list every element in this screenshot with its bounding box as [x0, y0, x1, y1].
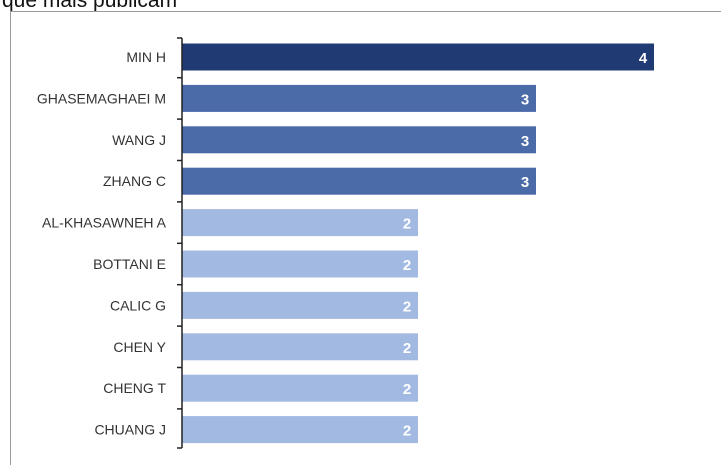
chart-title: que mais publicam	[2, 0, 178, 12]
value-labels-layer: 4 3 3 3 2 2 2 2 2 2	[403, 50, 648, 440]
bar	[182, 416, 418, 444]
bar	[182, 374, 418, 402]
category-label: CHENG T	[103, 380, 166, 396]
category-label: ZHANG C	[103, 173, 166, 189]
bar	[182, 167, 536, 195]
category-label: GHASEMAGHAEI M	[37, 90, 166, 106]
value-label: 3	[521, 133, 529, 150]
value-label: 2	[403, 216, 411, 233]
value-label: 3	[521, 91, 529, 108]
bar	[182, 250, 418, 278]
value-label: 2	[403, 381, 411, 398]
bar	[182, 43, 654, 71]
bar	[182, 333, 418, 361]
value-label: 3	[521, 174, 529, 191]
bar	[182, 126, 536, 154]
bar	[182, 84, 536, 112]
category-label: CHEN Y	[113, 339, 166, 355]
category-label: CALIC G	[110, 297, 166, 313]
value-label: 2	[403, 340, 411, 357]
category-label: CHUANG J	[94, 422, 166, 438]
value-label: 2	[403, 298, 411, 315]
value-label: 4	[639, 50, 648, 67]
value-label: 2	[403, 423, 411, 440]
bars-layer	[182, 43, 654, 444]
y-axis-layer	[177, 37, 183, 449]
category-label: AL-KHASAWNEH A	[42, 215, 167, 231]
category-labels-layer: MIN H GHASEMAGHAEI M WANG J ZHANG C AL-KHASA…	[37, 49, 167, 438]
bar	[182, 209, 418, 237]
value-label: 2	[403, 257, 411, 274]
category-label: WANG J	[112, 132, 166, 148]
category-label: MIN H	[126, 49, 166, 65]
bar	[182, 291, 418, 319]
category-label: BOTTANI E	[93, 256, 166, 272]
chart-frame	[10, 11, 721, 465]
